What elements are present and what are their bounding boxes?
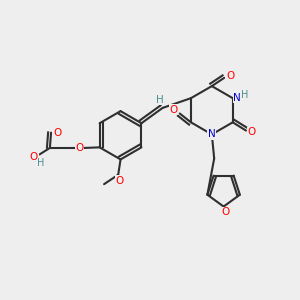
Text: O: O	[76, 142, 84, 153]
Text: H: H	[241, 90, 248, 100]
Text: H: H	[156, 94, 164, 105]
Text: O: O	[248, 127, 256, 137]
Text: O: O	[115, 176, 124, 186]
Text: O: O	[169, 105, 177, 115]
Text: O: O	[30, 152, 38, 162]
Text: O: O	[226, 71, 234, 81]
Text: O: O	[53, 128, 62, 138]
Text: N: N	[208, 129, 216, 140]
Text: O: O	[221, 207, 229, 218]
Text: N: N	[233, 93, 241, 103]
Text: H: H	[37, 158, 44, 168]
